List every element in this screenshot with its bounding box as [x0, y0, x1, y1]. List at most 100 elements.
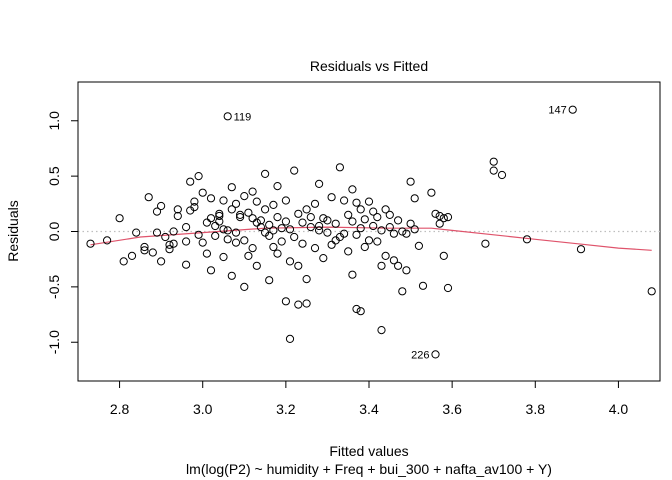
- residual-point: [310, 244, 320, 253]
- residual-point: [165, 245, 174, 254]
- x-tick-label: 3.2: [276, 401, 296, 417]
- residual-point: [269, 242, 278, 252]
- residual-point: [231, 228, 241, 237]
- residual-point: [240, 282, 249, 291]
- residual-point: [252, 197, 261, 206]
- residual-point: [244, 208, 253, 217]
- residual-point: [352, 304, 361, 314]
- residual-point: [248, 214, 257, 223]
- residual-point: [165, 240, 174, 249]
- x-tick-label: 3.4: [359, 401, 379, 417]
- x-tick-label: 3.0: [193, 401, 213, 417]
- residual-point: [169, 239, 178, 248]
- residual-point: [398, 227, 407, 236]
- y-axis: -1.0 -0.5 0.0 0.5 1.0: [46, 111, 79, 354]
- residual-point: [394, 216, 403, 225]
- residual-point: [369, 221, 378, 231]
- residual-point: [352, 198, 361, 207]
- residual-point: [389, 256, 398, 265]
- residual-point: [319, 214, 328, 223]
- residual-point: [315, 221, 324, 231]
- residual-point: [497, 170, 507, 180]
- residual-point: [294, 300, 303, 309]
- residual-point: [285, 225, 295, 234]
- residual-point: [281, 196, 290, 205]
- residual-point: [327, 240, 336, 249]
- residual-point: [277, 237, 286, 246]
- residual-point: [298, 218, 307, 227]
- residual-point: [406, 177, 415, 186]
- residual-point: [315, 226, 324, 235]
- residual-point: [227, 205, 236, 214]
- residual-point: [261, 205, 270, 214]
- residual-point: [119, 257, 128, 266]
- residual-point: [306, 223, 315, 232]
- residual-point: [335, 163, 344, 172]
- residual-point: [157, 257, 166, 266]
- residual-point: [240, 192, 249, 201]
- residual-point: [360, 242, 369, 252]
- residual-point: [356, 307, 365, 316]
- residual-point: [252, 218, 261, 227]
- residual-point: [294, 261, 303, 270]
- residual-point: [215, 211, 224, 221]
- y-tick-label: 1.0: [46, 111, 62, 131]
- y-tick-label: 0.5: [46, 166, 62, 186]
- residual-point: [215, 217, 224, 226]
- residual-point: [206, 194, 216, 203]
- residual-point: [202, 218, 211, 227]
- residual-point: [127, 251, 137, 260]
- residual-point: [414, 241, 423, 250]
- residual-point: [173, 211, 182, 221]
- residual-point: [248, 187, 257, 196]
- residual-point: [647, 287, 656, 296]
- residual-point: [568, 105, 577, 114]
- residual-point: [302, 299, 311, 308]
- residual-point: [144, 193, 153, 202]
- plot-title: Residuals vs Fitted: [310, 58, 428, 74]
- residual-point: [418, 281, 428, 290]
- residual-point: [186, 177, 195, 186]
- residual-point: [377, 326, 386, 335]
- outlier-label: 147: [548, 105, 566, 117]
- residual-point: [377, 226, 386, 235]
- residual-point: [182, 260, 191, 269]
- residual-point: [194, 230, 203, 239]
- residual-point: [227, 271, 236, 280]
- residual-point: [273, 213, 282, 222]
- residual-point: [231, 238, 241, 247]
- residual-point: [273, 182, 282, 191]
- residual-point: [327, 193, 336, 202]
- residual-point: [236, 213, 245, 222]
- residual-point: [198, 188, 207, 197]
- residual-point: [439, 251, 448, 260]
- residual-point: [576, 245, 586, 254]
- residual-point: [489, 166, 498, 175]
- residual-point: [323, 216, 332, 225]
- residual-point: [402, 266, 411, 275]
- y-tick-label: -1.0: [46, 330, 62, 354]
- residual-point: [190, 203, 199, 212]
- residual-point: [377, 261, 386, 270]
- residual-point: [431, 350, 440, 359]
- residual-point: [373, 213, 382, 222]
- residual-point: [265, 231, 274, 240]
- residual-point: [340, 229, 349, 238]
- residual-point: [261, 169, 270, 178]
- residual-point: [215, 209, 224, 218]
- residual-point: [269, 200, 278, 209]
- outlier-label: 119: [234, 111, 252, 123]
- residual-point: [227, 183, 236, 192]
- residual-point: [344, 247, 353, 256]
- residual-point: [310, 199, 320, 208]
- residual-point: [352, 230, 361, 239]
- outlier-label: 226: [411, 349, 429, 361]
- residual-point: [348, 217, 357, 226]
- residual-point: [406, 219, 415, 228]
- residual-point: [244, 251, 253, 260]
- residual-point: [331, 219, 340, 228]
- residual-point: [360, 215, 369, 224]
- residual-point: [223, 112, 232, 121]
- x-axis-title: Fitted values: [329, 443, 408, 459]
- residual-point: [132, 228, 141, 237]
